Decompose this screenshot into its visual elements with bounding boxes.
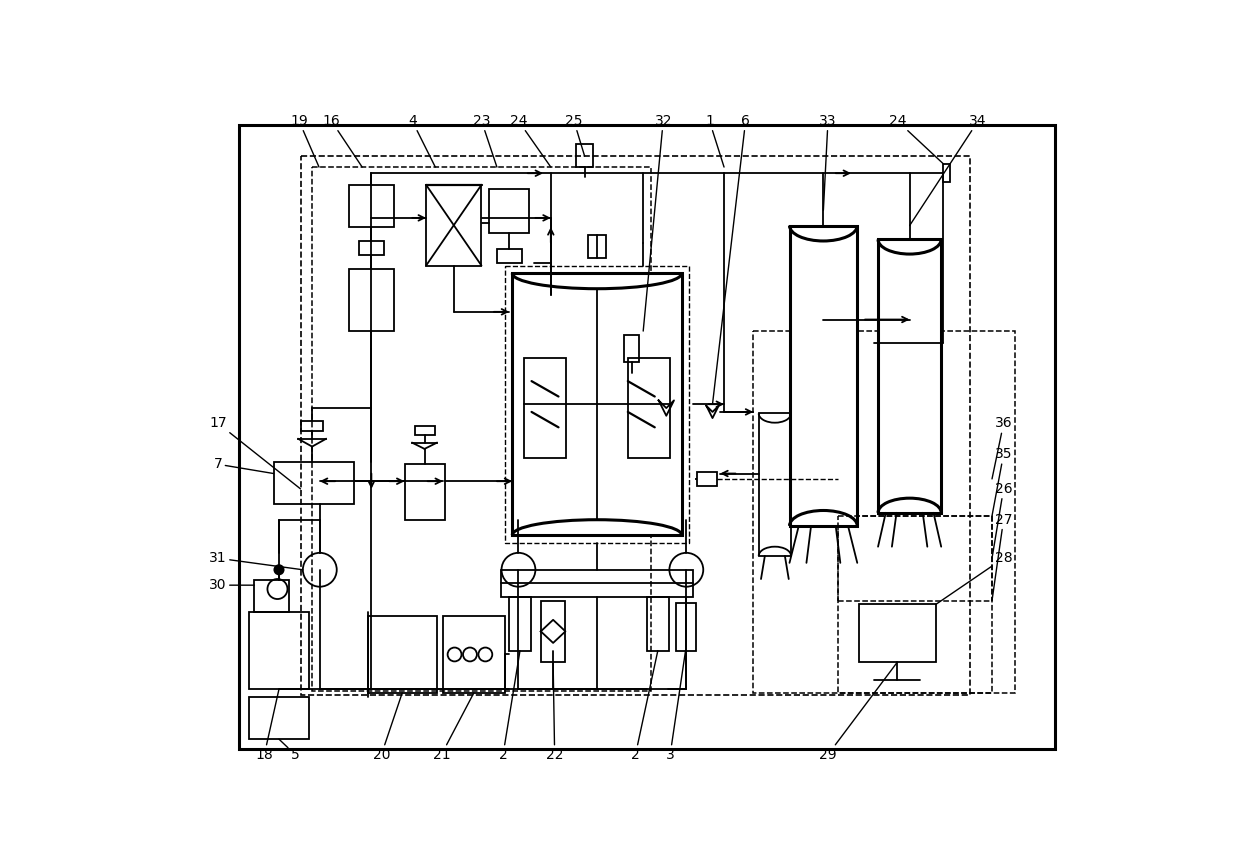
Bar <box>497 249 522 262</box>
Text: 25: 25 <box>565 113 585 156</box>
Text: 24: 24 <box>510 113 551 167</box>
Bar <box>350 184 394 227</box>
Bar <box>427 184 481 266</box>
Bar <box>759 413 791 556</box>
Text: 26: 26 <box>992 481 1012 559</box>
Bar <box>239 126 1055 749</box>
Bar <box>249 612 309 689</box>
Bar <box>577 144 593 167</box>
Bar <box>490 189 529 233</box>
Bar <box>274 462 355 504</box>
Bar <box>510 597 531 650</box>
Text: 29: 29 <box>820 662 898 761</box>
Bar <box>367 616 436 693</box>
Bar <box>501 570 693 597</box>
Text: 32: 32 <box>644 113 672 331</box>
Text: 34: 34 <box>910 113 987 225</box>
Text: 23: 23 <box>472 113 497 167</box>
Bar <box>697 472 717 486</box>
Bar <box>944 164 950 183</box>
Circle shape <box>274 565 284 574</box>
Text: 28: 28 <box>936 552 1012 604</box>
Text: 5: 5 <box>279 740 300 761</box>
Text: 1: 1 <box>706 113 724 167</box>
Bar <box>790 225 857 526</box>
Text: 30: 30 <box>210 578 254 592</box>
Bar <box>414 426 435 435</box>
Text: 36: 36 <box>992 417 1012 479</box>
Text: 3: 3 <box>666 650 686 761</box>
Bar <box>312 167 651 691</box>
Bar <box>254 579 289 612</box>
Bar <box>588 235 606 258</box>
Bar <box>360 241 383 255</box>
Text: 17: 17 <box>210 417 300 489</box>
Text: 21: 21 <box>433 693 474 761</box>
Bar <box>859 604 936 662</box>
Bar <box>301 421 322 431</box>
Text: 19: 19 <box>290 113 319 167</box>
Bar <box>512 274 682 535</box>
Text: 7: 7 <box>213 457 274 474</box>
Bar <box>350 269 394 331</box>
Text: 6: 6 <box>713 113 750 404</box>
Text: 2: 2 <box>498 650 520 761</box>
Text: 2: 2 <box>631 650 658 761</box>
Text: 35: 35 <box>992 447 1012 516</box>
Bar <box>878 239 941 513</box>
Bar <box>541 600 565 662</box>
Bar <box>505 266 689 543</box>
Bar <box>676 603 696 650</box>
Text: 16: 16 <box>322 113 362 167</box>
Bar <box>443 616 505 693</box>
Text: 27: 27 <box>992 513 1012 600</box>
Text: 20: 20 <box>373 693 402 761</box>
Bar <box>647 597 668 650</box>
Bar <box>838 516 992 693</box>
Bar <box>624 335 640 362</box>
Bar <box>523 358 567 458</box>
Text: 22: 22 <box>546 662 563 761</box>
Bar <box>404 464 444 520</box>
Text: 18: 18 <box>255 689 279 761</box>
Text: 31: 31 <box>210 552 303 570</box>
Bar <box>249 697 309 740</box>
Text: 24: 24 <box>889 113 944 164</box>
Text: 4: 4 <box>408 113 435 167</box>
Text: 33: 33 <box>820 113 837 210</box>
Bar <box>300 156 971 695</box>
Bar <box>627 358 670 458</box>
Bar <box>754 331 1016 693</box>
